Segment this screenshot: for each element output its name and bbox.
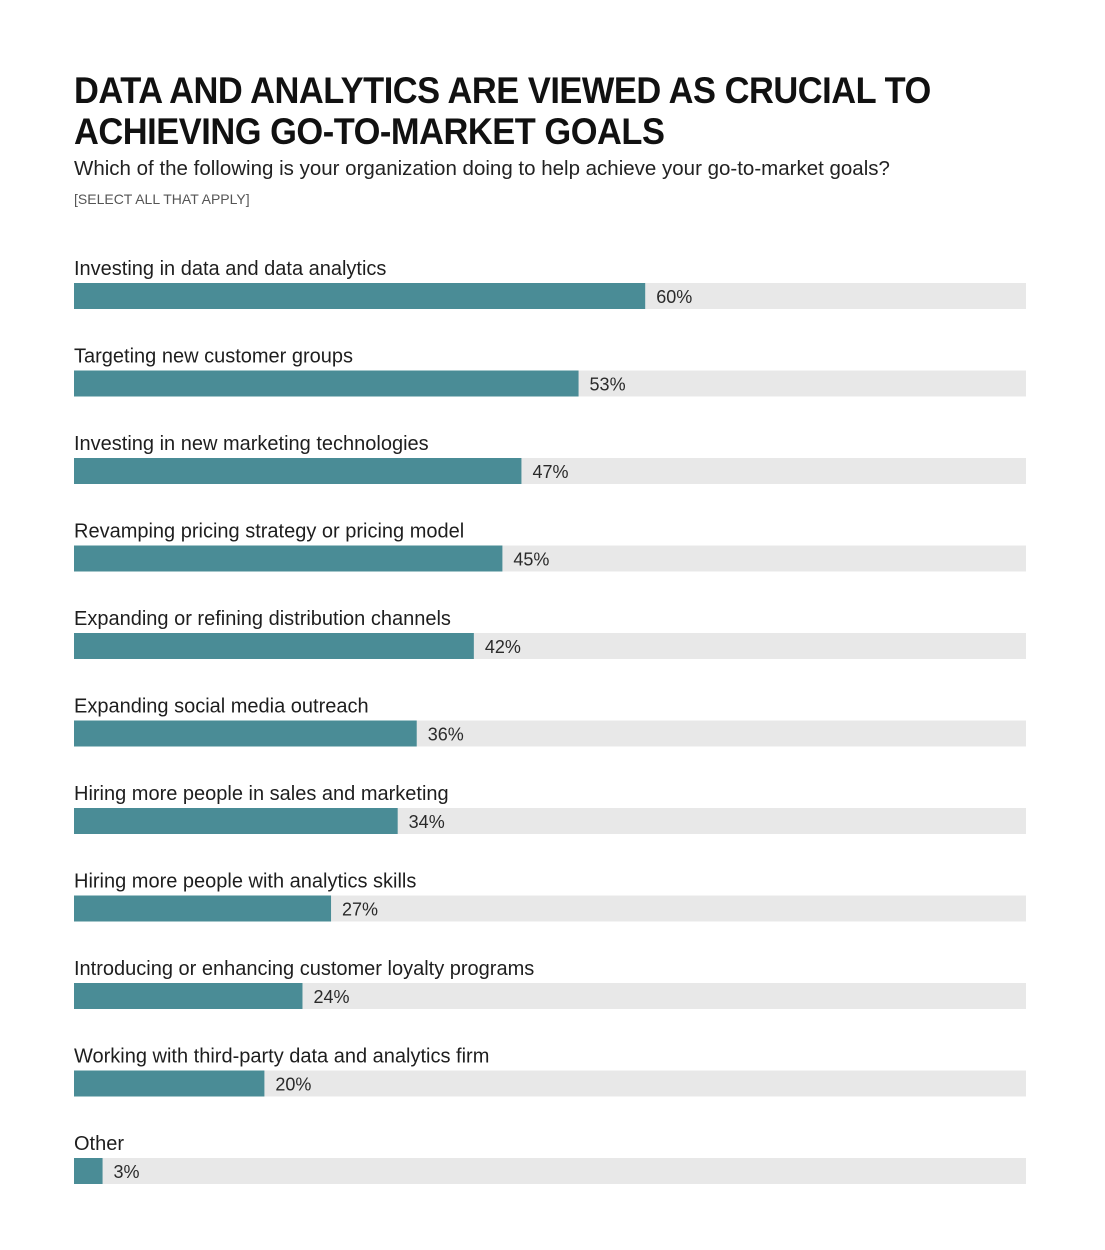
bar [74,895,332,922]
category-label: Working with third-party data and analyt… [74,1046,489,1068]
value-label: 45% [513,550,549,570]
value-label: 47% [532,462,568,482]
bar-row: Hiring more people in sales and marketin… [74,783,1026,834]
bar [74,458,522,484]
bar [74,1070,265,1097]
select-all-note: [SELECT ALL THAT APPLY] [74,191,250,207]
category-label: Hiring more people with analytics skills [74,871,416,893]
category-label: Expanding or refining distribution chann… [74,608,451,630]
category-label: Expanding social media outreach [74,696,369,718]
bar [74,983,303,1009]
bar-row: Hiring more people with analytics skills… [74,871,1026,922]
bar [74,545,503,572]
bar-row: Investing in new marketing technologies 4… [74,433,1026,484]
category-label: Targeting new customer groups [74,346,353,368]
bar [74,720,417,747]
bar [74,808,398,834]
category-label: Other [74,1133,124,1155]
value-label: 36% [428,725,464,745]
bar [74,370,579,397]
category-label: Introducing or enhancing customer loyalt… [74,958,534,980]
bar-track [74,1158,1026,1184]
bar-row: Investing in data and data analytics 60% [74,258,1026,309]
bar [74,1158,103,1184]
value-label: 27% [342,900,378,920]
category-label: Hiring more people in sales and marketin… [74,783,449,805]
value-label: 53% [590,375,626,395]
chart-subtitle: Which of the following is your organizat… [74,157,890,180]
bar-row: Targeting new customer groups 53% [74,346,1026,397]
bar-row: Introducing or enhancing customer loyalt… [74,958,1026,1009]
bar-row: Revamping pricing strategy or pricing mo… [74,521,1026,572]
category-label: Investing in data and data analytics [74,258,386,280]
category-label: Investing in new marketing technologies [74,433,429,455]
category-label: Revamping pricing strategy or pricing mo… [74,521,464,543]
bar-row: Expanding social media outreach 36% [74,696,1026,747]
bar-row: Expanding or refining distribution chann… [74,608,1026,659]
chart-title: DATA AND ANALYTICS ARE VIEWED AS CRUCIAL… [74,70,931,152]
value-label: 42% [485,637,521,657]
value-label: 20% [275,1075,311,1095]
value-label: 60% [656,287,692,307]
bar [74,633,474,659]
bar [74,283,646,309]
bar-row: Working with third-party data and analyt… [74,1046,1026,1097]
value-label: 3% [114,1162,140,1182]
bar-row: Other 3% [74,1133,1026,1184]
value-label: 34% [409,812,445,832]
value-label: 24% [313,987,349,1007]
